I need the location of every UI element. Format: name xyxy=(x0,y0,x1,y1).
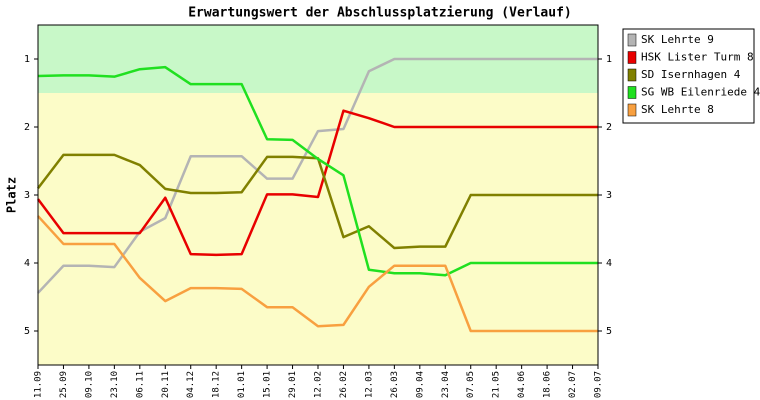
series-line xyxy=(37,215,598,333)
y-tick-label: 5 xyxy=(24,326,30,337)
legend-label: SD Isernhagen 4 xyxy=(641,68,741,81)
x-tick-label: 29.01 xyxy=(288,371,298,398)
x-tick-label: 23.10 xyxy=(110,371,120,398)
legend-swatch xyxy=(627,68,637,82)
legend-label: SK Lehrte 8 xyxy=(641,103,714,116)
x-tick-label: 26.03 xyxy=(390,371,400,398)
x-tick-label: 18.06 xyxy=(543,371,553,398)
legend-box xyxy=(622,28,755,124)
x-tick-label: 04.06 xyxy=(517,371,527,398)
x-tick-label: 12.03 xyxy=(364,371,374,398)
legend-swatch xyxy=(627,86,637,99)
y-tick-label: 2 xyxy=(24,122,30,133)
y-tick-label: 5 xyxy=(606,326,612,337)
y-tick-label: 1 xyxy=(24,54,30,65)
x-tick-label: 11.09 xyxy=(34,371,44,398)
x-tick-label: 02.07 xyxy=(568,371,578,398)
x-tick-label: 09.07 xyxy=(594,371,604,398)
x-tick-label: 21.05 xyxy=(492,371,502,398)
series-line xyxy=(37,57,598,294)
series-line xyxy=(36,109,598,257)
x-tick-label: 07.05 xyxy=(466,371,476,398)
x-tick-label: 18.12 xyxy=(212,371,222,398)
chart-title: Erwartungswert der Abschlussplatzierung … xyxy=(188,6,572,21)
x-tick-label: 23.04 xyxy=(441,371,451,398)
legend-label: SG WB Eilenriede 4 xyxy=(641,86,760,99)
legend-swatch xyxy=(627,103,637,117)
x-tick-label: 09.04 xyxy=(415,371,425,398)
y-tick-label: 3 xyxy=(606,190,612,201)
plot-frame xyxy=(37,24,599,366)
legend-swatch xyxy=(627,33,637,47)
y-tick-label: 4 xyxy=(24,258,30,269)
x-tick-label: 15.01 xyxy=(263,371,273,398)
x-tick-label: 01.01 xyxy=(237,371,247,398)
legend-swatch xyxy=(627,51,637,64)
series-line xyxy=(37,65,598,277)
background-band xyxy=(38,93,598,365)
y-tick-label: 4 xyxy=(606,258,612,269)
y-axis-label: Platz xyxy=(5,177,19,213)
x-tick-label: 12.02 xyxy=(314,371,324,398)
x-tick-label: 06.11 xyxy=(135,371,145,398)
x-tick-label: 25.09 xyxy=(59,371,69,398)
x-tick-label: 26.02 xyxy=(339,371,349,398)
legend-label: HSK Lister Turm 8 xyxy=(641,51,754,64)
y-tick-label: 3 xyxy=(24,190,30,201)
x-tick-label: 09.10 xyxy=(84,371,94,398)
y-tick-label: 1 xyxy=(606,54,612,65)
x-tick-label: 20.11 xyxy=(161,371,171,398)
y-tick-label: 2 xyxy=(606,122,612,133)
x-tick-label: 04.12 xyxy=(186,371,196,398)
legend-label: SK Lehrte 9 xyxy=(641,33,714,46)
